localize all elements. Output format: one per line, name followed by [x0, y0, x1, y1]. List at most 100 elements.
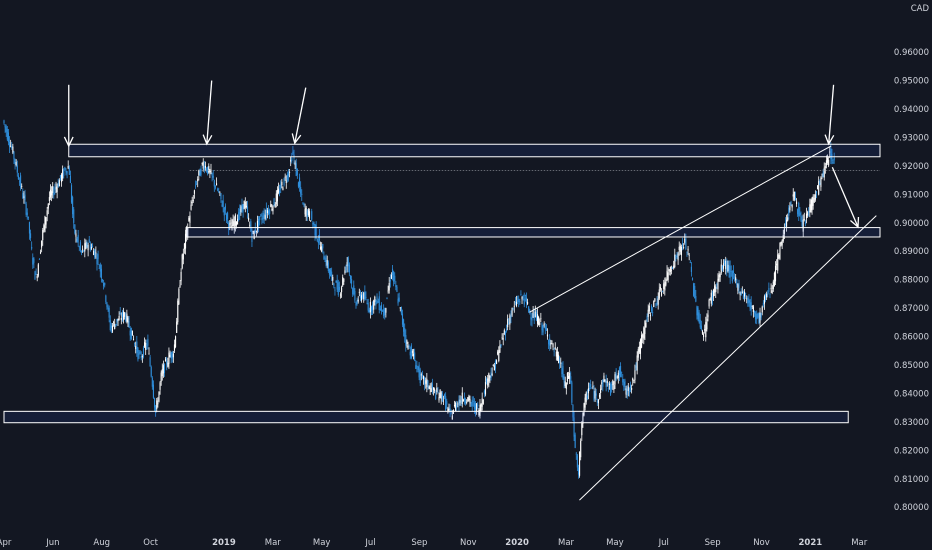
candle-body	[352, 288, 354, 295]
arrow-shaft	[831, 167, 859, 228]
candle-body	[594, 390, 596, 399]
candle-body	[824, 166, 826, 168]
candle-body	[106, 302, 108, 308]
candle-body	[577, 467, 580, 475]
candle-body	[545, 327, 547, 331]
candle-body	[503, 330, 505, 334]
candle-body	[761, 306, 763, 313]
candle-body	[463, 397, 466, 401]
candle-body	[277, 188, 280, 193]
candle-body	[334, 289, 336, 291]
price-axis[interactable]: 0.96000 0.95000 0.94000 0.93000 0.92000 0.910…	[894, 48, 929, 513]
candle-body	[301, 193, 303, 195]
time-tick-label: Sep	[411, 538, 427, 548]
candle-body	[410, 345, 412, 359]
candle-body	[712, 289, 715, 297]
candle-body	[804, 222, 806, 224]
candle-body	[136, 341, 138, 353]
candle-body	[35, 273, 37, 275]
candle-body	[34, 271, 36, 280]
candle-body	[752, 306, 754, 313]
candle-body	[372, 304, 374, 310]
candle-body	[625, 388, 627, 395]
candle-body	[543, 323, 545, 326]
candle-body	[30, 233, 32, 239]
candle-body	[351, 279, 353, 284]
candle-body	[579, 451, 581, 476]
candle-body	[717, 278, 719, 290]
candle-body	[637, 349, 639, 358]
candle-body	[241, 204, 243, 210]
time-axis[interactable]: Apr Jun Aug Oct 2019 Mar May Jul Sep Nov 2020 Mar Ma…	[0, 538, 868, 548]
candle-body	[335, 280, 337, 283]
candle-body	[556, 351, 559, 360]
candle-body	[287, 173, 290, 176]
candle-body	[662, 291, 664, 293]
candle-body	[46, 210, 48, 216]
candle-body	[501, 337, 503, 339]
candle-body	[818, 181, 820, 195]
candle-body	[115, 324, 117, 326]
candle-body	[399, 307, 401, 309]
candle-body	[84, 243, 86, 252]
candle-body	[196, 183, 198, 185]
candle-body	[167, 362, 169, 367]
candle-body	[521, 296, 523, 300]
candle-body	[145, 342, 147, 350]
candle-body	[77, 234, 79, 243]
candle-body	[704, 329, 706, 331]
candle-body	[603, 375, 605, 382]
currency-label[interactable]: CAD	[911, 4, 930, 14]
candle-body	[471, 399, 473, 407]
candle-body	[476, 403, 478, 412]
candle-body	[271, 209, 273, 211]
candle-body	[438, 397, 440, 401]
candle-body	[3, 120, 5, 124]
candle-body	[147, 338, 149, 346]
candle-body	[411, 351, 414, 353]
candle-body	[695, 296, 697, 302]
candle-body	[82, 248, 84, 250]
candle-body	[549, 338, 551, 346]
candle-body	[684, 238, 686, 243]
candle-body	[413, 353, 415, 357]
candle-body	[262, 215, 264, 219]
candle-body	[331, 271, 333, 277]
candle-body	[263, 213, 265, 220]
candle-body	[461, 392, 463, 404]
candle-body	[518, 299, 520, 302]
candle-body	[8, 141, 11, 147]
candle-body	[329, 269, 332, 277]
candle-body	[509, 315, 511, 325]
candle-body	[75, 233, 77, 237]
candle-body	[373, 300, 375, 310]
candle-body	[618, 367, 620, 376]
candle-body	[200, 168, 202, 175]
candle-body	[422, 376, 425, 380]
candle-body	[489, 375, 491, 378]
candle-body	[770, 287, 772, 290]
candle-body	[250, 221, 252, 232]
candle-body	[812, 196, 814, 206]
candle-body	[37, 264, 39, 276]
candle-body	[576, 455, 578, 468]
candle-body	[622, 379, 624, 383]
candle-body	[11, 146, 13, 149]
time-tick-label: Mar	[558, 538, 575, 548]
candle-body	[18, 181, 21, 183]
candle-body	[366, 302, 368, 304]
candle-body	[42, 230, 44, 241]
candle-body	[130, 327, 132, 339]
candle-body	[32, 257, 34, 265]
candle-body	[163, 363, 166, 373]
candle-body	[203, 165, 205, 171]
candle-body	[541, 323, 543, 331]
candle-body	[382, 310, 384, 312]
candle-body	[691, 278, 694, 280]
candle-body	[563, 376, 565, 383]
candle-body	[141, 356, 143, 358]
candle-body	[121, 312, 123, 317]
candle-body	[379, 308, 381, 310]
